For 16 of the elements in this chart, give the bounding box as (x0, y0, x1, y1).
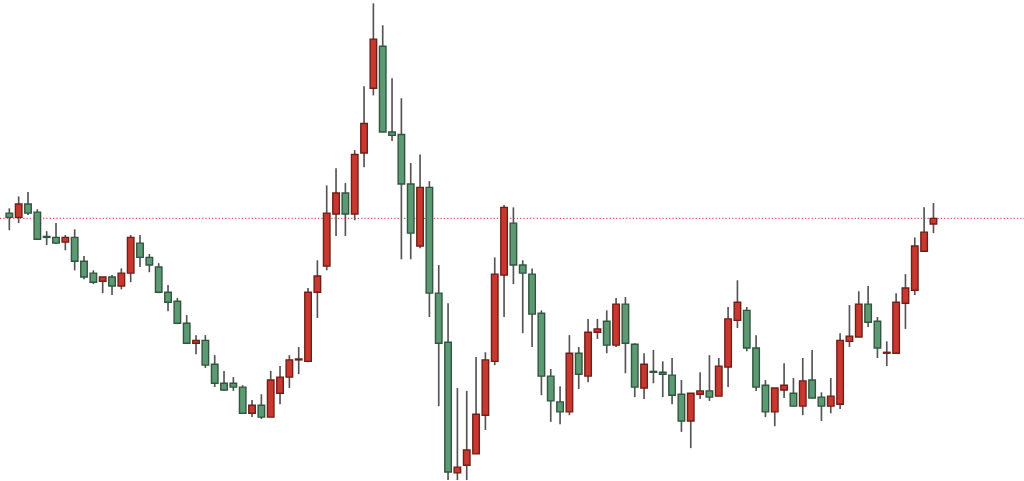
candlestick (649, 349, 658, 385)
candlestick (574, 346, 583, 390)
candlestick (182, 314, 191, 345)
candlestick (602, 309, 611, 355)
candlestick (108, 274, 116, 296)
candlestick (789, 377, 798, 407)
candlestick (453, 387, 462, 481)
candlestick (929, 202, 938, 234)
candlestick (192, 334, 200, 356)
candlestick (14, 195, 23, 224)
candlestick (117, 267, 126, 291)
candlestick (5, 207, 14, 232)
candlestick (257, 393, 266, 420)
candlestick (705, 354, 714, 402)
candlestick (640, 352, 649, 400)
candlestick (341, 182, 350, 237)
